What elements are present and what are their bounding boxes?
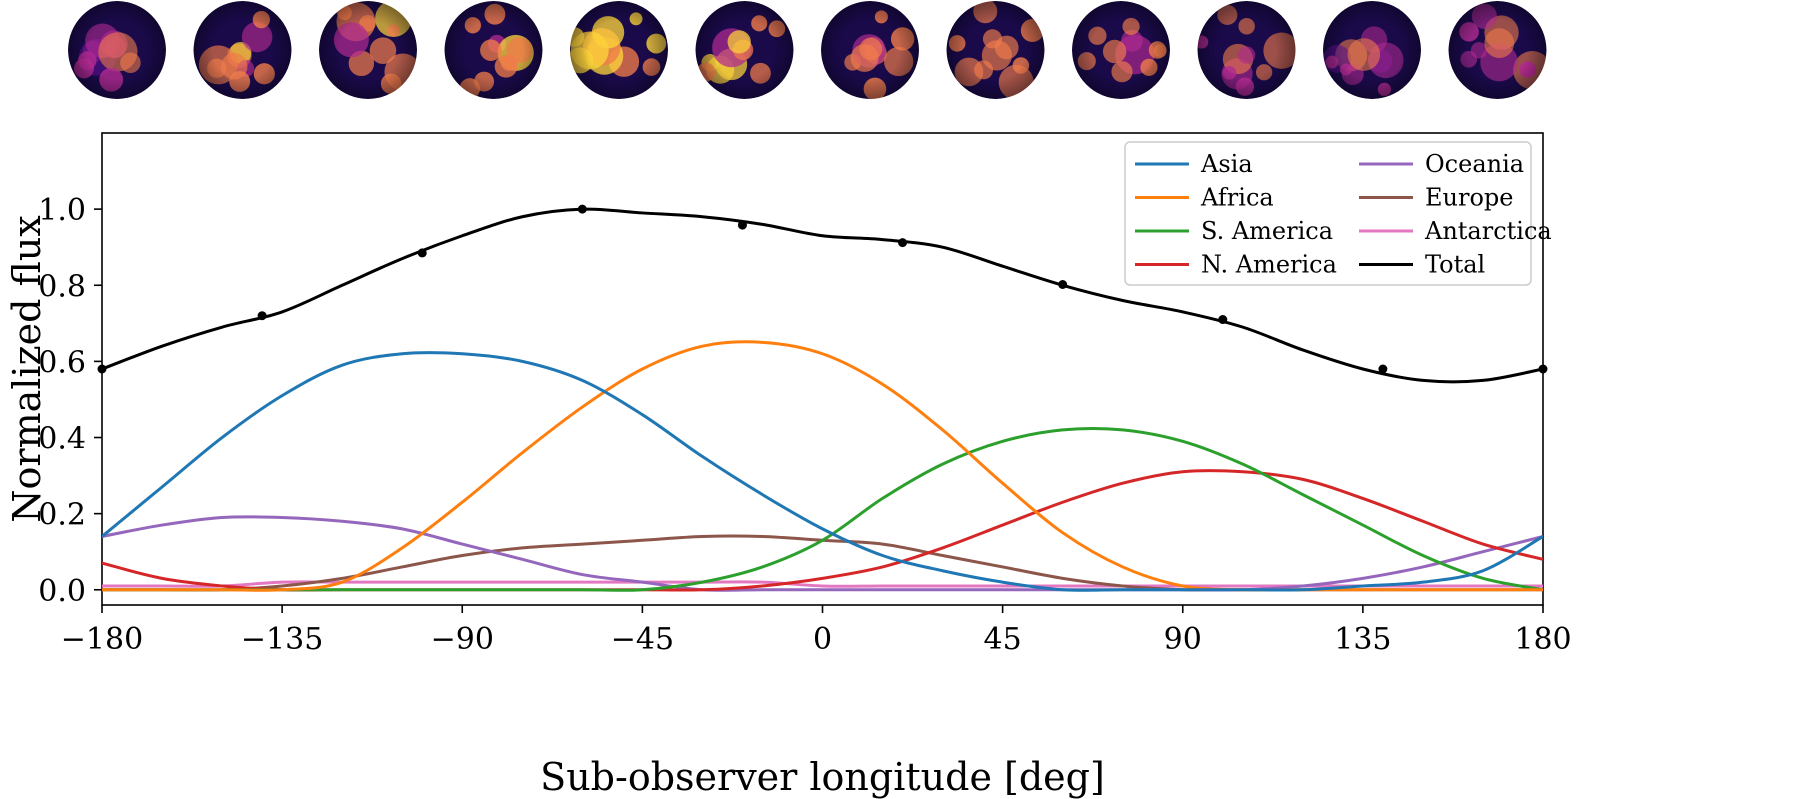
legend-label: Europe: [1425, 184, 1513, 212]
x-tick-label: 135: [1334, 622, 1391, 657]
total-marker: [1218, 315, 1228, 325]
total-marker: [898, 238, 908, 248]
legend-label: Africa: [1200, 184, 1274, 212]
globe-thumbnail: [193, 1, 292, 99]
legend-label: S. America: [1201, 217, 1333, 245]
legend-label: Oceania: [1425, 150, 1524, 178]
y-tick-label: 0.4: [38, 422, 86, 457]
total-marker: [417, 248, 427, 258]
x-tick-label: −45: [611, 622, 674, 657]
x-tick-label: 90: [1164, 622, 1202, 657]
globe-thumbnail: [444, 1, 543, 99]
legend-box: [1124, 141, 1532, 286]
x-tick-label: −90: [431, 622, 494, 657]
total-marker: [97, 364, 107, 374]
globe-thumbnail: [1072, 1, 1170, 99]
series-line-s-america: [102, 426, 1543, 592]
globe-thumbnail: [946, 1, 1045, 99]
legend-label: Antarctica: [1424, 217, 1552, 245]
globe-thumbnail: [695, 1, 794, 99]
globe-thumbnail: [1197, 1, 1296, 99]
y-tick-label: 0.0: [38, 574, 86, 609]
y-tick-label: 0.6: [38, 345, 86, 380]
series-line-total: [102, 207, 1543, 384]
globe-thumbnail: [1323, 1, 1421, 99]
y-axis-label: Normalized flux: [5, 215, 49, 522]
globe-thumbnail: [821, 1, 919, 99]
total-marker: [1058, 279, 1068, 289]
y-axis: 0.0 0.2 0.4 0.6 0.8 1.0: [38, 193, 102, 609]
total-marker: [577, 204, 587, 214]
x-axis-label: Sub-observer longitude [deg]: [540, 755, 1105, 799]
legend: Asia Africa S. America N. America Oceania Eur…: [1124, 141, 1552, 286]
globe-thumbnail: [68, 1, 166, 99]
x-tick-label: 45: [984, 622, 1022, 657]
total-marker: [737, 220, 747, 230]
x-tick-label: 180: [1514, 622, 1571, 657]
x-axis: −180 −135 −90 −45 0 45 90 135 180: [61, 605, 1572, 657]
legend-label: Asia: [1200, 150, 1253, 178]
y-tick-label: 0.8: [38, 269, 86, 304]
y-tick-label: 1.0: [38, 193, 86, 228]
total-marker: [1378, 364, 1388, 374]
series-line-asia: [102, 351, 1543, 592]
total-marker: [1538, 364, 1548, 374]
x-tick-label: −180: [61, 622, 143, 657]
y-tick-label: 0.2: [38, 498, 86, 533]
globe-thumbnail: [570, 1, 668, 99]
legend-label: Total: [1425, 251, 1485, 279]
globe-thumbnail: [1448, 1, 1547, 99]
series-line-africa: [102, 340, 1543, 592]
total-markers: [97, 204, 1548, 374]
series-layer: [102, 207, 1543, 592]
legend-label: N. America: [1201, 251, 1337, 279]
globe-thumbnail-row: [68, 1, 1547, 99]
total-marker: [257, 311, 267, 321]
globe-thumbnail: [319, 1, 417, 99]
x-tick-label: −135: [241, 622, 323, 657]
plot-area: −180 −135 −90 −45 0 45 90 135 180 0.00.20.40.60.…: [38, 132, 1572, 657]
x-tick-label: 0: [813, 622, 832, 657]
series-line-oceania: [102, 515, 1543, 592]
